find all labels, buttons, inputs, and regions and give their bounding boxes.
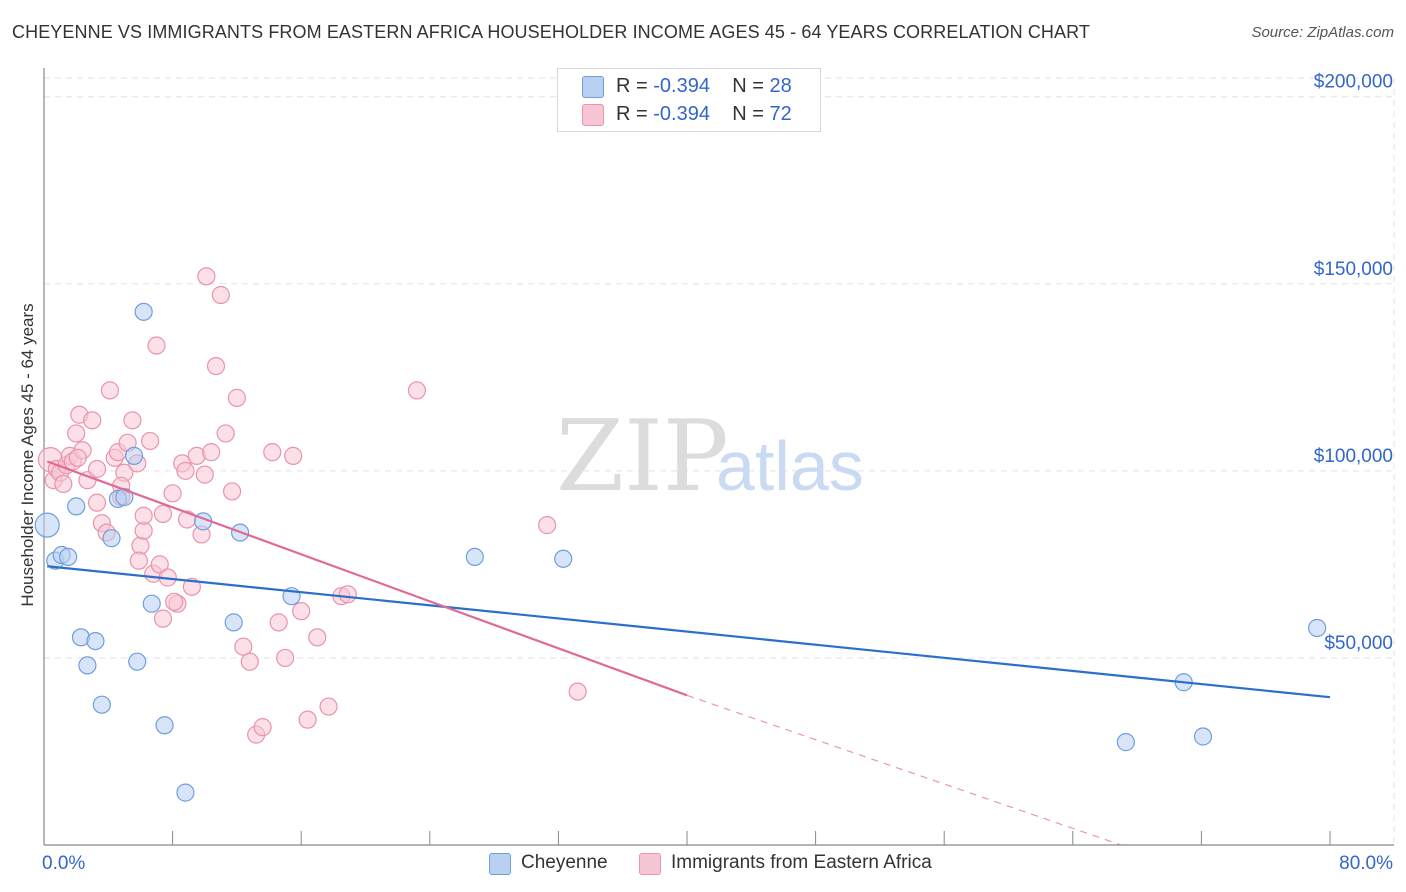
eastern-africa-point <box>276 648 295 668</box>
eastern-africa-point <box>195 465 214 484</box>
eastern-africa-point <box>150 555 169 574</box>
eastern-africa-point <box>202 443 221 462</box>
trend-layer <box>46 460 1331 846</box>
cheyenne-point <box>34 512 60 538</box>
eastern-africa-point <box>407 381 427 400</box>
legend-n-value: 28 <box>769 75 792 97</box>
points-layer <box>34 267 1327 802</box>
cheyenne-point <box>155 716 174 735</box>
grid-layer <box>44 77 1395 845</box>
chart-title: CHEYENNE VS IMMIGRANTS FROM EASTERN AFRI… <box>12 22 1091 42</box>
cheyenne-point <box>59 547 78 567</box>
legend-label-cheyenne: Cheyenne <box>521 852 608 873</box>
y-tick-label: $150,000 <box>1314 259 1393 280</box>
eastern-africa-point <box>319 697 338 716</box>
eastern-africa-point <box>206 356 226 376</box>
cheyenne-point <box>102 529 121 548</box>
source-label: Source: ZipAtlas.com <box>1251 24 1394 41</box>
eastern-africa-point <box>308 628 327 647</box>
eastern-africa-point <box>263 443 282 462</box>
cheyenne-point <box>224 613 243 632</box>
eastern-africa-point <box>240 652 259 671</box>
correlation-legend: R = -0.394 N = 28 R = -0.394 N = 72 <box>557 68 821 132</box>
cheyenne-point <box>67 497 86 516</box>
legend-r-label: R = <box>616 103 648 125</box>
eastern-africa-point <box>100 381 120 400</box>
legend-n-value: 72 <box>769 103 792 125</box>
eastern-africa-point <box>284 446 303 465</box>
legend-r-value: -0.394 <box>653 75 710 97</box>
eastern-africa-swatch <box>582 104 604 126</box>
eastern-africa-point <box>67 424 86 443</box>
cheyenne-point <box>86 631 105 651</box>
eastern-africa-point <box>68 448 87 467</box>
eastern-africa-point <box>163 484 182 503</box>
cheyenne-point <box>554 549 573 568</box>
watermark-zip: ZIP <box>556 400 729 514</box>
eastern-africa-point <box>140 431 160 451</box>
x-tick-label: 80.0% <box>1339 853 1393 874</box>
legend-n-label: N = <box>732 103 764 125</box>
legend-r-label: R = <box>616 75 648 97</box>
eastern-africa-point <box>253 718 272 737</box>
eastern-africa-point <box>83 411 102 430</box>
eastern-africa-point <box>123 411 142 430</box>
eastern-africa-legend-swatch <box>639 853 661 875</box>
eastern-africa-point <box>153 504 173 523</box>
eastern-africa-point <box>153 609 173 628</box>
eastern-africa-point <box>234 637 253 656</box>
cheyenne-point <box>1116 733 1135 752</box>
cheyenne-point <box>134 302 153 321</box>
y-tick-label: $100,000 <box>1314 446 1393 467</box>
y-tick-label: $50,000 <box>1324 633 1393 654</box>
eastern-africa-point <box>568 682 587 701</box>
eastern-africa-point <box>165 592 184 611</box>
cheyenne-point <box>1193 727 1213 746</box>
y-tick-label: $200,000 <box>1314 72 1393 93</box>
eastern-africa-point <box>197 267 216 286</box>
eastern-africa-point <box>227 388 246 407</box>
cheyenne-point <box>124 446 144 465</box>
cheyenne-point <box>1308 618 1327 638</box>
cheyenne-point <box>78 656 97 675</box>
eastern-africa-point <box>54 474 73 494</box>
cheyenne-point <box>465 547 484 567</box>
eastern-africa-point <box>134 506 153 525</box>
eastern-africa-point <box>129 551 148 570</box>
eastern-africa-point <box>211 285 230 305</box>
watermark: ZIP atlas <box>556 400 864 514</box>
cheyenne-point <box>176 783 195 802</box>
x-tick-label: 0.0% <box>42 853 85 874</box>
cheyenne-point <box>142 594 161 613</box>
eastern-africa-point <box>222 482 242 501</box>
eastern-africa-trend-line <box>46 460 688 697</box>
eastern-africa-point <box>538 516 557 535</box>
eastern-africa-point <box>147 336 166 355</box>
y-axis-label: Householder Income Ages 45 - 64 years <box>18 303 37 607</box>
legend-r-value: -0.394 <box>653 103 710 125</box>
eastern-africa-point <box>131 536 150 555</box>
legend-n-label: N = <box>732 75 764 97</box>
eastern-africa-point <box>298 710 317 729</box>
eastern-africa-trend-extension <box>686 694 1122 846</box>
cheyenne-swatch <box>582 76 604 98</box>
series-legend: Cheyenne Immigrants from Eastern Africa <box>0 852 1406 878</box>
eastern-africa-point <box>87 459 107 479</box>
watermark-atlas: atlas <box>716 427 864 505</box>
cheyenne-point <box>128 652 147 671</box>
eastern-africa-point <box>182 577 201 596</box>
cheyenne-trend-line <box>47 565 1331 699</box>
eastern-africa-point <box>338 585 357 604</box>
eastern-africa-point <box>216 424 235 443</box>
cheyenne-point <box>92 695 111 714</box>
eastern-africa-point <box>176 461 195 480</box>
label-layer: $50,000 $100,000 $150,000 $200,000 0.0% 80.0% <box>42 72 1393 874</box>
eastern-africa-point <box>269 613 288 632</box>
cheyenne-legend-swatch <box>489 853 511 875</box>
legend-label-eastern-africa: Immigrants from Eastern Africa <box>671 852 932 873</box>
eastern-africa-point <box>292 602 311 621</box>
eastern-africa-point <box>87 493 107 512</box>
